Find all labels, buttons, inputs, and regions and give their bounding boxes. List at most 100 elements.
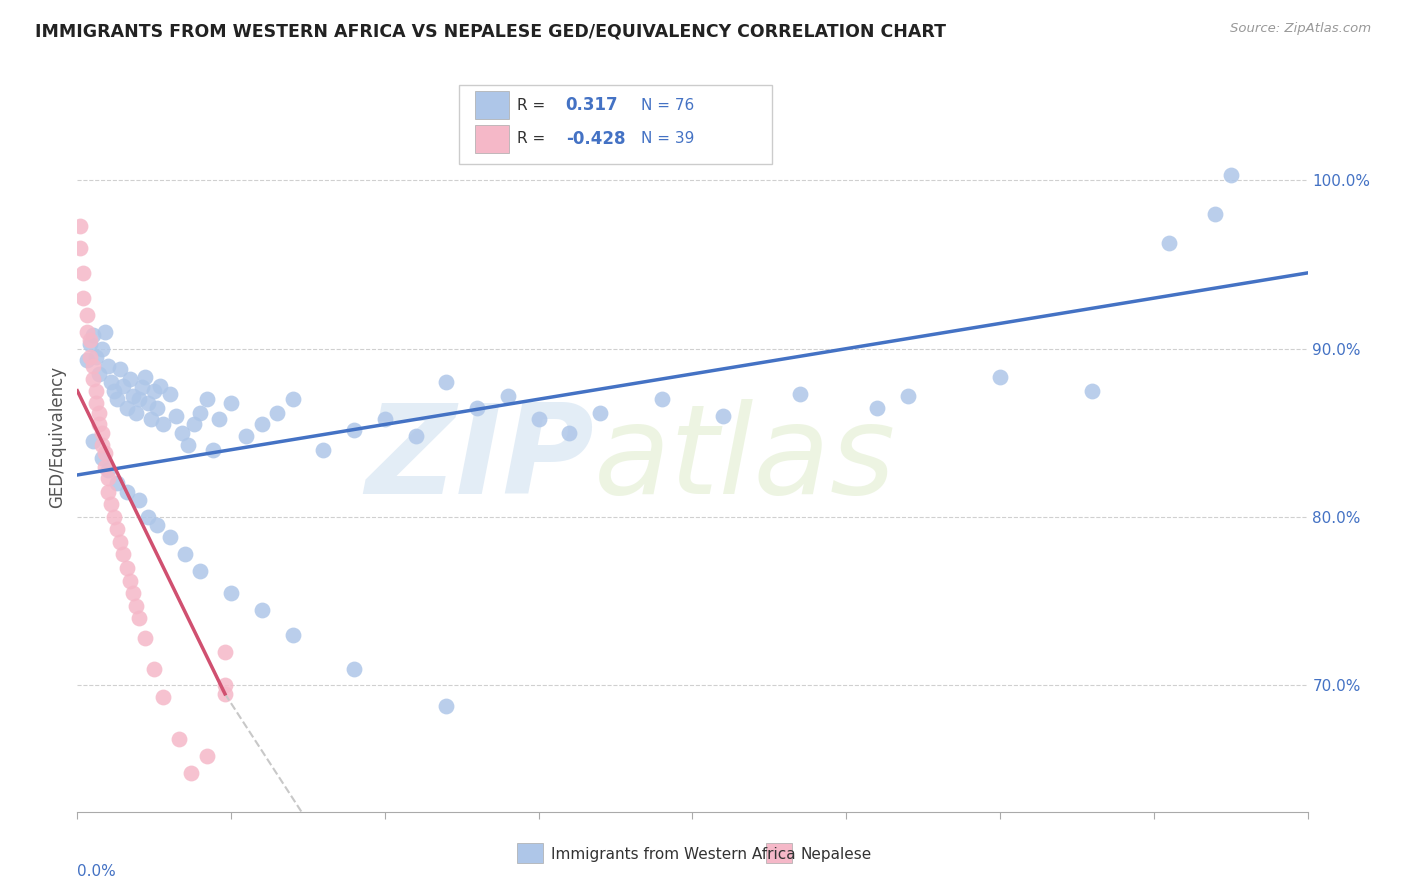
- Point: [195, 392, 218, 407]
- Text: atlas: atlas: [595, 399, 896, 520]
- Point: [174, 547, 197, 561]
- Point: [266, 406, 288, 420]
- Point: [897, 389, 920, 403]
- Point: [141, 412, 163, 426]
- Point: [131, 380, 153, 394]
- Point: [105, 476, 128, 491]
- Point: [87, 367, 110, 381]
- Point: [90, 425, 114, 440]
- Point: [159, 387, 181, 401]
- Point: [90, 437, 114, 451]
- Point: [82, 434, 104, 449]
- Point: [250, 417, 273, 432]
- Point: [76, 325, 98, 339]
- Point: [558, 425, 581, 440]
- Point: [69, 241, 91, 255]
- Point: [789, 387, 811, 401]
- Point: [343, 662, 366, 676]
- Point: [97, 463, 120, 477]
- Point: [90, 342, 114, 356]
- Point: [195, 749, 218, 764]
- Point: [436, 376, 458, 390]
- Text: R =: R =: [516, 97, 550, 112]
- Point: [170, 425, 193, 440]
- Point: [79, 333, 101, 347]
- Y-axis label: GED/Equivalency: GED/Equivalency: [48, 366, 66, 508]
- Point: [143, 384, 166, 398]
- Point: [134, 632, 156, 646]
- Point: [103, 510, 125, 524]
- Point: [115, 484, 138, 499]
- Point: [84, 395, 107, 409]
- Point: [188, 564, 212, 578]
- Text: -0.428: -0.428: [565, 130, 626, 148]
- Point: [177, 437, 200, 451]
- Point: [112, 547, 135, 561]
- Point: [436, 698, 458, 713]
- Point: [235, 429, 257, 443]
- Point: [94, 325, 117, 339]
- Point: [72, 291, 94, 305]
- Text: 0.317: 0.317: [565, 96, 619, 114]
- Point: [343, 423, 366, 437]
- Point: [219, 395, 242, 409]
- Point: [281, 392, 304, 407]
- Point: [87, 417, 110, 432]
- Point: [214, 678, 236, 692]
- Point: [312, 442, 335, 457]
- Point: [121, 389, 143, 403]
- Point: [988, 370, 1011, 384]
- Point: [651, 392, 673, 407]
- Point: [125, 599, 148, 614]
- Point: [72, 266, 94, 280]
- Point: [208, 412, 231, 426]
- Point: [79, 350, 101, 364]
- Point: [115, 560, 138, 574]
- Point: [165, 409, 187, 423]
- Point: [118, 574, 141, 588]
- Point: [105, 522, 128, 536]
- Point: [84, 350, 107, 364]
- Point: [110, 535, 132, 549]
- Point: [125, 406, 148, 420]
- Point: [100, 497, 122, 511]
- Point: [146, 401, 169, 415]
- Point: [112, 378, 135, 392]
- Point: [465, 401, 488, 415]
- Point: [281, 628, 304, 642]
- Point: [128, 392, 150, 407]
- Point: [84, 384, 107, 398]
- Point: [214, 687, 236, 701]
- Point: [128, 611, 150, 625]
- Point: [76, 308, 98, 322]
- Point: [214, 645, 236, 659]
- Point: [82, 328, 104, 343]
- Point: [405, 429, 427, 443]
- Point: [128, 493, 150, 508]
- Point: [121, 586, 143, 600]
- Point: [152, 417, 174, 432]
- Text: 0.0%: 0.0%: [77, 864, 117, 880]
- Point: [219, 586, 242, 600]
- Point: [79, 336, 101, 351]
- Point: [115, 401, 138, 415]
- Point: [87, 406, 110, 420]
- Text: Source: ZipAtlas.com: Source: ZipAtlas.com: [1230, 22, 1371, 36]
- Point: [589, 406, 612, 420]
- Point: [94, 446, 117, 460]
- Point: [711, 409, 734, 423]
- Point: [496, 389, 519, 403]
- Point: [90, 451, 114, 466]
- Point: [82, 359, 104, 373]
- Point: [69, 219, 91, 233]
- Point: [149, 378, 172, 392]
- Point: [183, 417, 205, 432]
- Point: [250, 602, 273, 616]
- Point: [143, 662, 166, 676]
- Point: [97, 359, 120, 373]
- Point: [1204, 207, 1226, 221]
- Point: [97, 471, 120, 485]
- Point: [374, 412, 396, 426]
- Point: [100, 376, 122, 390]
- Text: N = 76: N = 76: [641, 97, 695, 112]
